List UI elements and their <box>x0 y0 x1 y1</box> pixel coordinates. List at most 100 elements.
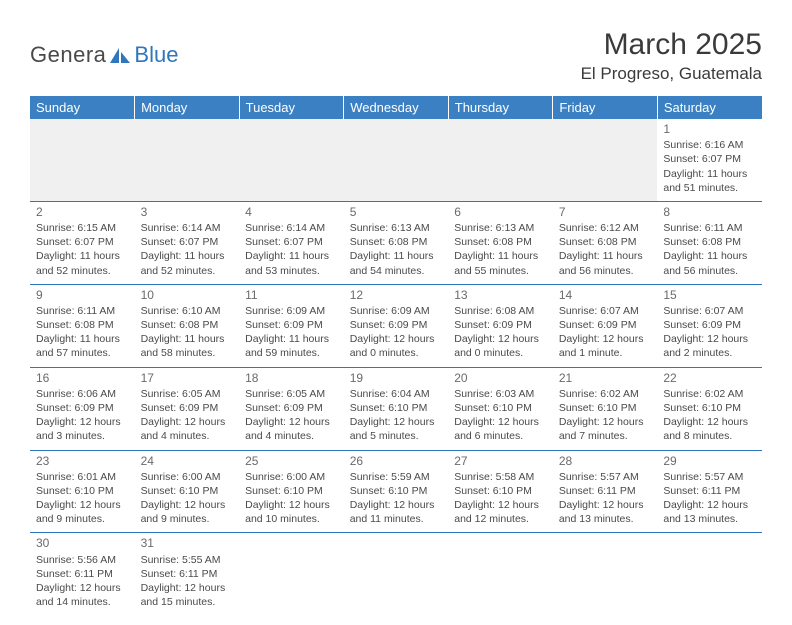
day-number: 24 <box>141 453 234 469</box>
day-number: 23 <box>36 453 129 469</box>
day-details: Sunrise: 6:05 AMSunset: 6:09 PMDaylight:… <box>141 387 234 444</box>
day-details: Sunrise: 6:05 AMSunset: 6:09 PMDaylight:… <box>245 387 338 444</box>
day-number: 2 <box>36 204 129 220</box>
day-number: 26 <box>350 453 443 469</box>
calendar-day-cell: 18Sunrise: 6:05 AMSunset: 6:09 PMDayligh… <box>239 367 344 450</box>
calendar-day-cell <box>657 533 762 615</box>
calendar-week-row: 1Sunrise: 6:16 AMSunset: 6:07 PMDaylight… <box>30 119 762 201</box>
calendar-day-cell: 7Sunrise: 6:12 AMSunset: 6:08 PMDaylight… <box>553 201 658 284</box>
calendar-day-cell: 17Sunrise: 6:05 AMSunset: 6:09 PMDayligh… <box>135 367 240 450</box>
weekday-header: Friday <box>553 96 658 119</box>
calendar-day-cell: 20Sunrise: 6:03 AMSunset: 6:10 PMDayligh… <box>448 367 553 450</box>
calendar-day-cell: 28Sunrise: 5:57 AMSunset: 6:11 PMDayligh… <box>553 450 658 533</box>
day-details: Sunrise: 6:09 AMSunset: 6:09 PMDaylight:… <box>245 304 338 361</box>
logo: Genera Blue <box>30 28 178 68</box>
calendar-day-cell <box>553 533 658 615</box>
day-number: 10 <box>141 287 234 303</box>
calendar-day-cell: 30Sunrise: 5:56 AMSunset: 6:11 PMDayligh… <box>30 533 135 615</box>
day-number: 12 <box>350 287 443 303</box>
day-number: 29 <box>663 453 756 469</box>
calendar-week-row: 2Sunrise: 6:15 AMSunset: 6:07 PMDaylight… <box>30 201 762 284</box>
day-details: Sunrise: 6:03 AMSunset: 6:10 PMDaylight:… <box>454 387 547 444</box>
calendar-week-row: 16Sunrise: 6:06 AMSunset: 6:09 PMDayligh… <box>30 367 762 450</box>
day-number: 25 <box>245 453 338 469</box>
calendar-week-row: 9Sunrise: 6:11 AMSunset: 6:08 PMDaylight… <box>30 284 762 367</box>
calendar-day-cell: 15Sunrise: 6:07 AMSunset: 6:09 PMDayligh… <box>657 284 762 367</box>
calendar-day-cell <box>448 533 553 615</box>
day-details: Sunrise: 5:58 AMSunset: 6:10 PMDaylight:… <box>454 470 547 527</box>
day-details: Sunrise: 5:59 AMSunset: 6:10 PMDaylight:… <box>350 470 443 527</box>
calendar-day-cell: 21Sunrise: 6:02 AMSunset: 6:10 PMDayligh… <box>553 367 658 450</box>
day-details: Sunrise: 6:06 AMSunset: 6:09 PMDaylight:… <box>36 387 129 444</box>
day-number: 13 <box>454 287 547 303</box>
weekday-header: Monday <box>135 96 240 119</box>
day-details: Sunrise: 6:02 AMSunset: 6:10 PMDaylight:… <box>663 387 756 444</box>
day-details: Sunrise: 6:13 AMSunset: 6:08 PMDaylight:… <box>454 221 547 278</box>
day-details: Sunrise: 5:55 AMSunset: 6:11 PMDaylight:… <box>141 553 234 610</box>
day-details: Sunrise: 6:12 AMSunset: 6:08 PMDaylight:… <box>559 221 652 278</box>
calendar-day-cell: 23Sunrise: 6:01 AMSunset: 6:10 PMDayligh… <box>30 450 135 533</box>
day-number: 4 <box>245 204 338 220</box>
calendar-day-cell: 11Sunrise: 6:09 AMSunset: 6:09 PMDayligh… <box>239 284 344 367</box>
calendar-day-cell <box>448 119 553 201</box>
logo-text-blue: Blue <box>134 42 178 68</box>
calendar-day-cell: 5Sunrise: 6:13 AMSunset: 6:08 PMDaylight… <box>344 201 449 284</box>
location: El Progreso, Guatemala <box>581 64 762 84</box>
day-number: 3 <box>141 204 234 220</box>
calendar-day-cell <box>344 533 449 615</box>
calendar-day-cell: 4Sunrise: 6:14 AMSunset: 6:07 PMDaylight… <box>239 201 344 284</box>
calendar-day-cell: 2Sunrise: 6:15 AMSunset: 6:07 PMDaylight… <box>30 201 135 284</box>
calendar-page: Genera Blue March 2025 El Progreso, Guat… <box>0 0 792 625</box>
weekday-header: Thursday <box>448 96 553 119</box>
day-number: 20 <box>454 370 547 386</box>
day-number: 28 <box>559 453 652 469</box>
calendar-day-cell <box>239 533 344 615</box>
day-details: Sunrise: 6:00 AMSunset: 6:10 PMDaylight:… <box>245 470 338 527</box>
day-details: Sunrise: 6:09 AMSunset: 6:09 PMDaylight:… <box>350 304 443 361</box>
calendar-day-cell <box>553 119 658 201</box>
day-details: Sunrise: 6:15 AMSunset: 6:07 PMDaylight:… <box>36 221 129 278</box>
day-details: Sunrise: 6:10 AMSunset: 6:08 PMDaylight:… <box>141 304 234 361</box>
title-block: March 2025 El Progreso, Guatemala <box>581 28 762 84</box>
day-number: 22 <box>663 370 756 386</box>
day-number: 19 <box>350 370 443 386</box>
day-number: 17 <box>141 370 234 386</box>
day-details: Sunrise: 6:04 AMSunset: 6:10 PMDaylight:… <box>350 387 443 444</box>
day-details: Sunrise: 6:14 AMSunset: 6:07 PMDaylight:… <box>141 221 234 278</box>
calendar-day-cell: 26Sunrise: 5:59 AMSunset: 6:10 PMDayligh… <box>344 450 449 533</box>
calendar-day-cell <box>344 119 449 201</box>
calendar-day-cell: 1Sunrise: 6:16 AMSunset: 6:07 PMDaylight… <box>657 119 762 201</box>
calendar-table: SundayMondayTuesdayWednesdayThursdayFrid… <box>30 96 762 615</box>
calendar-day-cell: 3Sunrise: 6:14 AMSunset: 6:07 PMDaylight… <box>135 201 240 284</box>
day-details: Sunrise: 5:57 AMSunset: 6:11 PMDaylight:… <box>663 470 756 527</box>
day-details: Sunrise: 6:11 AMSunset: 6:08 PMDaylight:… <box>36 304 129 361</box>
logo-sail-icon <box>110 46 132 64</box>
day-details: Sunrise: 6:08 AMSunset: 6:09 PMDaylight:… <box>454 304 547 361</box>
calendar-day-cell <box>239 119 344 201</box>
day-details: Sunrise: 6:13 AMSunset: 6:08 PMDaylight:… <box>350 221 443 278</box>
day-number: 30 <box>36 535 129 551</box>
calendar-day-cell: 24Sunrise: 6:00 AMSunset: 6:10 PMDayligh… <box>135 450 240 533</box>
calendar-day-cell: 16Sunrise: 6:06 AMSunset: 6:09 PMDayligh… <box>30 367 135 450</box>
day-number: 5 <box>350 204 443 220</box>
day-details: Sunrise: 6:11 AMSunset: 6:08 PMDaylight:… <box>663 221 756 278</box>
day-details: Sunrise: 6:14 AMSunset: 6:07 PMDaylight:… <box>245 221 338 278</box>
weekday-header: Wednesday <box>344 96 449 119</box>
weekday-header: Saturday <box>657 96 762 119</box>
calendar-week-row: 30Sunrise: 5:56 AMSunset: 6:11 PMDayligh… <box>30 533 762 615</box>
day-number: 31 <box>141 535 234 551</box>
calendar-day-cell: 9Sunrise: 6:11 AMSunset: 6:08 PMDaylight… <box>30 284 135 367</box>
day-number: 8 <box>663 204 756 220</box>
month-title: March 2025 <box>581 28 762 62</box>
weekday-header: Tuesday <box>239 96 344 119</box>
calendar-header-row: SundayMondayTuesdayWednesdayThursdayFrid… <box>30 96 762 119</box>
day-number: 6 <box>454 204 547 220</box>
header: Genera Blue March 2025 El Progreso, Guat… <box>30 28 762 84</box>
logo-text-general: Genera <box>30 42 106 68</box>
day-number: 11 <box>245 287 338 303</box>
calendar-day-cell: 19Sunrise: 6:04 AMSunset: 6:10 PMDayligh… <box>344 367 449 450</box>
calendar-day-cell: 10Sunrise: 6:10 AMSunset: 6:08 PMDayligh… <box>135 284 240 367</box>
calendar-body: 1Sunrise: 6:16 AMSunset: 6:07 PMDaylight… <box>30 119 762 615</box>
day-details: Sunrise: 6:02 AMSunset: 6:10 PMDaylight:… <box>559 387 652 444</box>
calendar-day-cell: 13Sunrise: 6:08 AMSunset: 6:09 PMDayligh… <box>448 284 553 367</box>
